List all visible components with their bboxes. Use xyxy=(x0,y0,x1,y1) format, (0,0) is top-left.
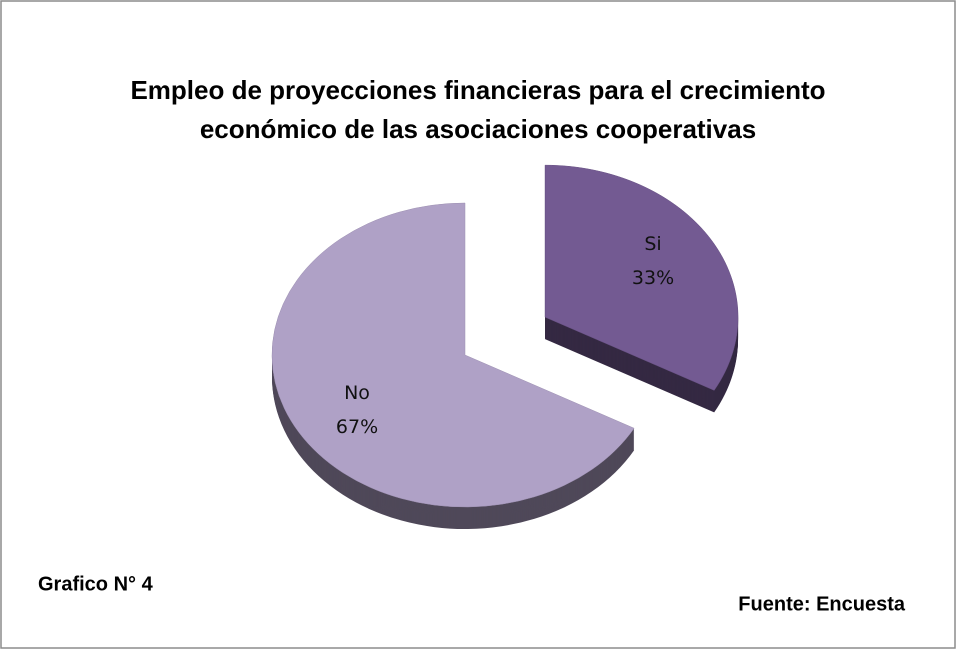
slice xyxy=(544,164,739,391)
chart-title: económico de las asociaciones cooperativ… xyxy=(200,114,756,144)
chart-title: Empleo de proyecciones financieras para … xyxy=(130,75,825,105)
source-note: Fuente: Encuesta xyxy=(738,593,906,615)
data-label-category: No xyxy=(344,382,370,404)
slice xyxy=(271,202,635,508)
pie xyxy=(271,164,739,529)
figure-number: Grafico N° 4 xyxy=(38,573,154,595)
data-label: 33% xyxy=(632,267,674,289)
data-label-category: Si xyxy=(644,233,661,255)
data-label: 67% xyxy=(336,416,378,438)
